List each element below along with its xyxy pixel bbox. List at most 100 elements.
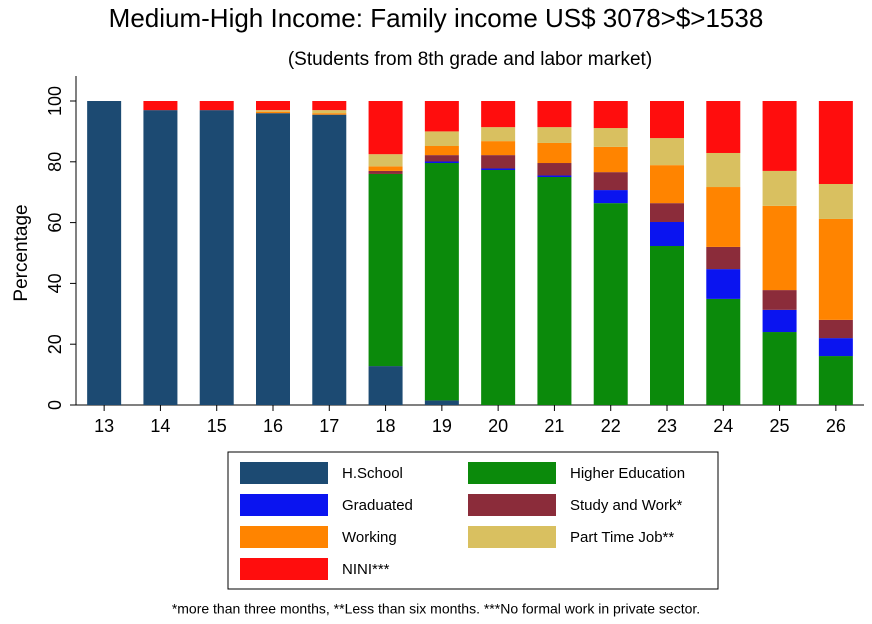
legend-swatch [468, 462, 556, 484]
bar-segment [593, 172, 628, 191]
bar-segment [762, 309, 797, 333]
bar-segment [424, 155, 459, 162]
chart-subtitle: (Students from 8th grade and labor marke… [288, 49, 652, 70]
bar-segment [706, 152, 741, 188]
bar-segment [593, 203, 628, 405]
bar-segment [481, 141, 516, 156]
bar-segment [256, 111, 290, 114]
bar-segment [312, 113, 347, 115]
bar-segment [143, 101, 178, 111]
legend-label: Part Time Job** [570, 529, 674, 546]
bar-segment [762, 170, 797, 206]
bar-segment [650, 203, 684, 222]
x-tick-label: 13 [94, 416, 114, 436]
x-tick-label: 20 [488, 416, 508, 436]
x-tick-label: 19 [432, 416, 452, 436]
bar-segment [481, 127, 516, 142]
y-tick-label: 0 [45, 400, 65, 410]
bar-segment [256, 113, 290, 405]
bar-segment [368, 154, 403, 167]
bar-segment [424, 101, 459, 132]
bar-segment [818, 338, 853, 357]
bar-segment [706, 187, 741, 247]
bar-segment [593, 146, 628, 173]
bar-segment [368, 166, 403, 171]
bar-segment [650, 246, 684, 405]
bar-segment [650, 165, 684, 204]
bar-segment [424, 400, 459, 405]
x-tick-label: 16 [263, 416, 283, 436]
legend-swatch [468, 526, 556, 548]
y-tick-label: 80 [45, 152, 65, 172]
y-tick-label: 100 [45, 86, 65, 116]
bar-segment [762, 290, 797, 310]
bar-segment [368, 173, 403, 367]
bar-segment [706, 246, 741, 270]
bar-segment [537, 175, 572, 177]
bar-segment [481, 170, 516, 405]
bar-segment [256, 101, 290, 111]
legend-swatch [240, 462, 328, 484]
x-tick-label: 23 [657, 416, 677, 436]
chart-title: Medium-High Income: Family income US$ 30… [109, 3, 764, 33]
x-tick-label: 17 [319, 416, 339, 436]
bar-segment [424, 131, 459, 146]
bar-segment [368, 366, 403, 405]
bar-segment [818, 183, 853, 219]
bar-segment [762, 101, 797, 171]
bar-segment [706, 269, 741, 299]
x-tick-label: 15 [207, 416, 227, 436]
bar-segment [706, 298, 741, 405]
bar-segment [87, 101, 122, 405]
bar-segment [368, 170, 403, 174]
bar-segment [537, 163, 572, 176]
x-tick-label: 26 [826, 416, 846, 436]
legend-swatch [240, 494, 328, 516]
bar-segment [424, 161, 459, 164]
bar-segment [818, 101, 853, 184]
bar-segment [818, 218, 853, 320]
bar-segment [424, 163, 459, 401]
bar-segment [593, 101, 628, 129]
bar-segment [537, 177, 572, 405]
bar-segment [199, 110, 234, 406]
legend-label: H.School [342, 465, 403, 482]
bar-segment [593, 190, 628, 204]
bar-segment [762, 332, 797, 405]
x-tick-label: 18 [376, 416, 396, 436]
bar-segment [256, 110, 290, 112]
y-tick-label: 40 [45, 273, 65, 293]
footnote: *more than three months, **Less than six… [172, 601, 700, 617]
bar-segment [199, 101, 234, 111]
legend-label: Higher Education [570, 465, 685, 482]
bar-segment [818, 319, 853, 339]
bar-segment [650, 138, 684, 166]
bar-segment [481, 101, 516, 128]
bar-segment [650, 221, 684, 247]
x-tick-label: 22 [601, 416, 621, 436]
y-tick-label: 60 [45, 213, 65, 233]
x-tick-label: 14 [150, 416, 170, 436]
x-tick-label: 24 [713, 416, 733, 436]
bar-segment [537, 127, 572, 143]
bar-segment [424, 145, 459, 156]
bar-segment [481, 155, 516, 169]
bar-segment [762, 205, 797, 291]
bar-segment [143, 110, 178, 406]
bar-segment [650, 101, 684, 139]
legend-label: NINI*** [342, 561, 390, 578]
bar-segment [818, 356, 853, 405]
bar-segment [481, 168, 516, 171]
legend-swatch [240, 558, 328, 580]
legend-swatch [240, 526, 328, 548]
x-tick-label: 21 [544, 416, 564, 436]
y-tick-label: 20 [45, 334, 65, 354]
legend-swatch [468, 494, 556, 516]
bar-segment [368, 101, 403, 155]
bar-segment [593, 128, 628, 147]
legend-label: Graduated [342, 497, 413, 514]
bar-segment [706, 101, 741, 153]
bar-segment [537, 142, 572, 164]
bar-segment [312, 101, 347, 111]
